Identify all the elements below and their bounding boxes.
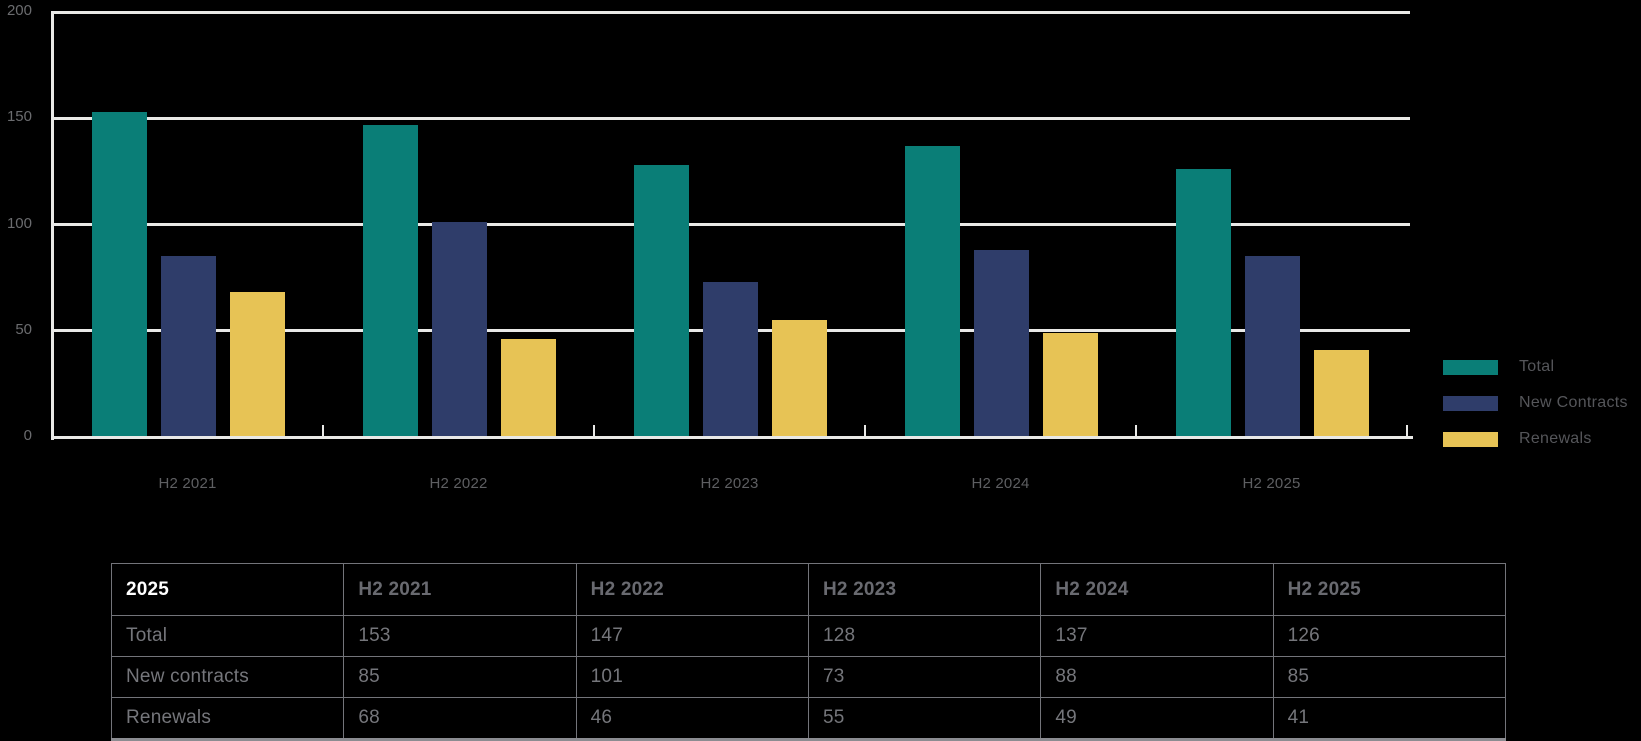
table-cell: 49 xyxy=(1040,697,1274,740)
bar-new-contracts-h2-2021 xyxy=(161,256,216,439)
table-row-new-contracts: New contracts 85 101 73 88 85 xyxy=(110,656,1507,698)
category-label-h2-2023: H2 2023 xyxy=(700,475,759,492)
table-cell: 73 xyxy=(807,656,1042,698)
y-tick-label-150: 150 xyxy=(6,108,32,125)
bar-total-h2-2023 xyxy=(634,165,689,439)
bar-total-h2-2024 xyxy=(905,146,960,439)
bar-total-h2-2022 xyxy=(363,125,418,439)
bar-renewals-h2-2024 xyxy=(1043,333,1098,439)
legend-label-renewals: Renewals xyxy=(1519,430,1592,447)
chart-data-table: 2025 H2 2021 H2 2022 H2 2023 H2 2024 H2 2025 … xyxy=(110,563,1507,741)
y-tick-label-100: 100 xyxy=(6,215,32,232)
table-cell: 137 xyxy=(1040,615,1274,657)
bar-renewals-h2-2021 xyxy=(230,292,285,439)
table-cell: 128 xyxy=(807,615,1042,657)
table-cell: 126 xyxy=(1272,615,1507,657)
bar-new-contracts-h2-2023 xyxy=(703,282,758,439)
table-header: 2025 H2 2021 H2 2022 H2 2023 H2 2024 H2 2025 xyxy=(110,563,1507,616)
table-body: Total 153 147 128 137 126 New contracts 85 101 73… xyxy=(110,615,1507,740)
gridline-150 xyxy=(51,117,1410,120)
table-cell: 85 xyxy=(343,656,577,698)
table-cell: 46 xyxy=(575,697,809,740)
gridline-100 xyxy=(51,223,1410,226)
category-label-h2-2022: H2 2022 xyxy=(429,475,488,492)
gridline-200 xyxy=(51,11,1410,14)
legend-item-new-contracts: New Contracts xyxy=(1443,394,1628,412)
table-row-renewals: Renewals 68 46 55 49 41 xyxy=(110,697,1507,740)
legend-swatch-new-contracts xyxy=(1443,395,1498,411)
table-cell: 85 xyxy=(1272,656,1507,698)
table-cell: 88 xyxy=(1040,656,1274,698)
legend-item-renewals: Renewals xyxy=(1443,430,1628,448)
table-row-total: Total 153 147 128 137 126 xyxy=(110,615,1507,657)
bar-renewals-h2-2023 xyxy=(772,320,827,439)
table-cell: 101 xyxy=(575,656,809,698)
y-tick-label-200: 200 xyxy=(6,2,32,19)
x-axis-tick xyxy=(864,425,866,437)
bar-new-contracts-h2-2024 xyxy=(974,250,1029,439)
table-row-label-renewals: Renewals xyxy=(110,697,345,740)
table-cell: 147 xyxy=(575,615,809,657)
table-cell: 55 xyxy=(807,697,1042,740)
table-cell: 41 xyxy=(1272,697,1507,740)
x-axis-line xyxy=(51,436,1413,439)
y-tick-label-0: 0 xyxy=(23,427,32,444)
bar-renewals-h2-2025 xyxy=(1314,350,1369,439)
legend-label-total: Total xyxy=(1519,358,1555,375)
table-column-header-h2-2023: H2 2023 xyxy=(807,563,1042,616)
bar-new-contracts-h2-2022 xyxy=(432,222,487,439)
y-tick-label-50: 50 xyxy=(15,321,32,338)
table-column-header-h2-2021: H2 2021 xyxy=(343,563,577,616)
x-axis-tick xyxy=(1406,425,1408,437)
legend-swatch-total xyxy=(1443,359,1498,375)
table-cell: 68 xyxy=(343,697,577,740)
table-row-label-total: Total xyxy=(110,615,345,657)
legend-item-total: Total xyxy=(1443,358,1628,376)
y-axis-line xyxy=(51,11,54,440)
table-column-header-h2-2022: H2 2022 xyxy=(575,563,809,616)
table-column-header-h2-2024: H2 2024 xyxy=(1040,563,1274,616)
category-label-h2-2025: H2 2025 xyxy=(1242,475,1301,492)
category-label-h2-2024: H2 2024 xyxy=(971,475,1030,492)
bar-new-contracts-h2-2025 xyxy=(1245,256,1300,439)
x-axis-tick xyxy=(1135,425,1137,437)
bar-total-h2-2025 xyxy=(1176,169,1231,439)
bar-total-h2-2021 xyxy=(92,112,147,439)
table-cell: 153 xyxy=(343,615,577,657)
table-corner-cell: 2025 xyxy=(110,563,345,616)
legend-label-new-contracts: New Contracts xyxy=(1519,394,1628,411)
table-header-row: 2025 H2 2021 H2 2022 H2 2023 H2 2024 H2 2025 xyxy=(110,563,1507,616)
x-axis-tick xyxy=(593,425,595,437)
chart-legend: Total New Contracts Renewals xyxy=(1443,358,1628,466)
bar-renewals-h2-2022 xyxy=(501,339,556,439)
table-row-label-new-contracts: New contracts xyxy=(110,656,345,698)
category-label-h2-2021: H2 2021 xyxy=(158,475,217,492)
legend-swatch-renewals xyxy=(1443,431,1498,447)
x-axis-tick xyxy=(322,425,324,437)
table-column-header-h2-2025: H2 2025 xyxy=(1272,563,1507,616)
